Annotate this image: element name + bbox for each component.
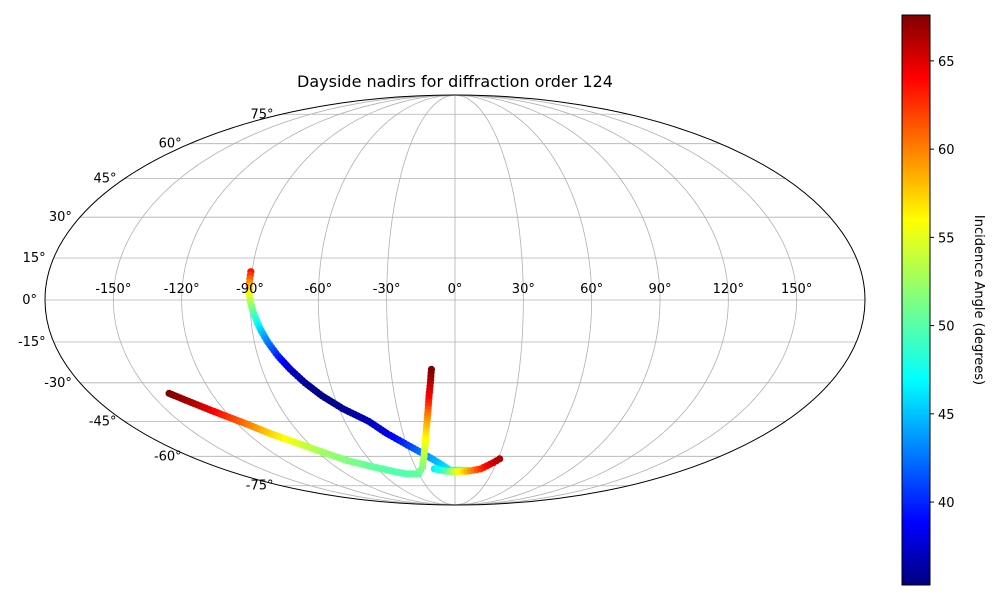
colorbar-gradient (901, 14, 931, 586)
colorbar-tick-label: 55 (938, 231, 955, 246)
lon-tick-label: 150° (781, 282, 812, 297)
colorbar-tick-label: 40 (938, 496, 955, 511)
lon-tick-label: -150° (95, 282, 131, 297)
colorbar-tick-label: 60 (938, 143, 955, 158)
lat-tick-label: -60° (154, 449, 182, 464)
colorbar-tick-label: 65 (938, 55, 955, 70)
lat-tick-label: -75° (246, 479, 274, 494)
lon-tick-label: 90° (648, 282, 671, 297)
lon-tick-label: 120° (713, 282, 744, 297)
longitude-tick-labels: -150° -120° -90° -60° -30° 0° 30° 60° 90° 120° 150… (95, 282, 812, 297)
lat-tick-label: 75° (250, 107, 273, 122)
lat-tick-label: -30° (44, 376, 72, 391)
lon-tick-label: -60° (304, 282, 332, 297)
lat-tick-label: 30° (49, 210, 72, 225)
data-point (427, 365, 436, 373)
lon-tick-label: 60° (580, 282, 603, 297)
latitude-tick-labels: 75° 60° 45° 30° 15° 0° -15° -30° -45° -60° -75° (18, 107, 274, 493)
lon-tick-label: -30° (373, 282, 401, 297)
colorbar-ticks: 40 45 50 55 60 65 (930, 55, 955, 511)
colorbar-tick-label: 45 (938, 408, 955, 423)
chart-title: Dayside nadirs for diffraction order 124 (297, 72, 613, 91)
lon-tick-label: -120° (164, 282, 200, 297)
colorbar-label: Incidence Angle (degrees) (971, 215, 986, 385)
lon-tick-label: 30° (512, 282, 535, 297)
lat-tick-label: -15° (18, 335, 46, 350)
lat-tick-label: 0° (22, 293, 37, 308)
data-points (165, 268, 504, 478)
lat-tick-label: 45° (94, 172, 117, 187)
map-grid (45, 95, 865, 505)
lat-tick-label: -45° (89, 414, 117, 429)
colorbar: 40 45 50 55 60 65 Incidence Angle (degrees) (901, 14, 986, 586)
map-boundary (44, 94, 866, 506)
data-point (496, 455, 504, 463)
colorbar-tick-label: 50 (938, 320, 955, 335)
lon-tick-label: -90° (236, 282, 264, 297)
lat-tick-label: 60° (159, 137, 182, 152)
lat-tick-label: 15° (23, 251, 46, 266)
lon-tick-label: 0° (448, 282, 463, 297)
